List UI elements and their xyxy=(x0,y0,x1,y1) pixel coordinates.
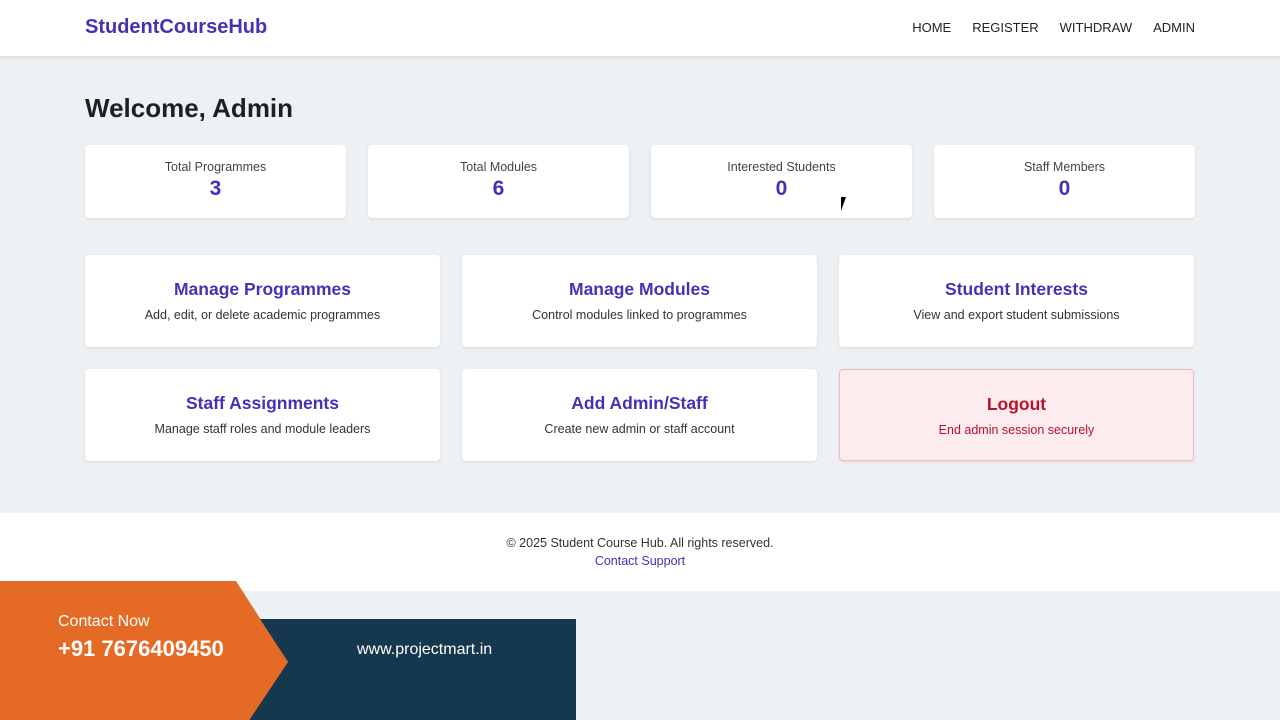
footer: © 2025 Student Course Hub. All rights re… xyxy=(0,513,1280,591)
card-title: Add Admin/Staff xyxy=(571,393,708,413)
nav-home[interactable]: HOME xyxy=(912,20,952,35)
stat-label: Total Programmes xyxy=(164,160,267,174)
card-desc: Create new admin or staff account xyxy=(544,422,735,436)
stats-row: Total Programmes 3 Total Modules 6 Interes… xyxy=(85,145,1195,218)
card-title: Logout xyxy=(986,394,1047,414)
card-desc: View and export student submissions xyxy=(913,308,1120,322)
stat-value: 0 xyxy=(1058,177,1071,200)
logout-card[interactable]: Logout End admin session securely xyxy=(839,369,1194,461)
stat-staff-members: Staff Members 0 xyxy=(934,145,1195,218)
add-admin-staff-card[interactable]: Add Admin/Staff Create new admin or staff… xyxy=(462,369,817,461)
contact-support-link[interactable]: Contact Support xyxy=(594,554,686,568)
card-desc: Add, edit, or delete academic programmes xyxy=(144,308,381,322)
stat-total-programmes: Total Programmes 3 xyxy=(85,145,346,218)
card-title: Manage Modules xyxy=(569,279,710,299)
brand-logo[interactable]: StudentCourseHub xyxy=(85,16,268,38)
nav-withdraw[interactable]: WITHDRAW xyxy=(1059,20,1133,35)
stat-label: Total Modules xyxy=(459,160,538,174)
stat-total-modules: Total Modules 6 xyxy=(368,145,629,218)
nav-register[interactable]: REGISTER xyxy=(972,20,1039,35)
nav-admin[interactable]: ADMIN xyxy=(1153,20,1195,35)
card-title: Manage Programmes xyxy=(173,279,351,299)
card-title: Student Interests xyxy=(945,279,1088,299)
manage-programmes-card[interactable]: Manage Programmes Add, edit, or delete ac… xyxy=(85,255,440,347)
card-desc: End admin session securely xyxy=(938,423,1095,437)
stat-value: 6 xyxy=(492,177,505,200)
contact-banner-orange xyxy=(0,581,288,720)
card-title: Staff Assignments xyxy=(186,393,339,413)
staff-assignments-card[interactable]: Staff Assignments Manage staff roles and … xyxy=(85,369,440,461)
stat-interested-students: Interested Students 0 xyxy=(651,145,912,218)
website: www.projectmart.in xyxy=(357,641,493,658)
stat-value: 3 xyxy=(209,177,222,200)
phone-number: +91 7676409450 xyxy=(58,636,224,661)
student-interests-card[interactable]: Student Interests View and export student… xyxy=(839,255,1194,347)
stat-value: 0 xyxy=(775,177,788,200)
page-title: Welcome, Admin xyxy=(85,93,294,123)
nav-links: HOME REGISTER WITHDRAW ADMIN xyxy=(912,20,1195,35)
navbar: StudentCourseHub HOME REGISTER WITHDRAW … xyxy=(0,0,1280,56)
action-grid: Manage Programmes Add, edit, or delete ac… xyxy=(85,255,1194,461)
contact-banner-navy xyxy=(250,619,576,720)
contact-now-label: Contact Now xyxy=(58,613,150,630)
card-desc: Control modules linked to programmes xyxy=(532,308,747,322)
stat-label: Staff Members xyxy=(1023,160,1106,174)
mouse-cursor-icon xyxy=(841,197,846,211)
manage-modules-card[interactable]: Manage Modules Control modules linked to … xyxy=(462,255,817,347)
copyright: © 2025 Student Course Hub. All rights re… xyxy=(506,536,774,550)
card-desc: Manage staff roles and module leaders xyxy=(154,422,371,436)
stat-label: Interested Students xyxy=(727,160,836,174)
